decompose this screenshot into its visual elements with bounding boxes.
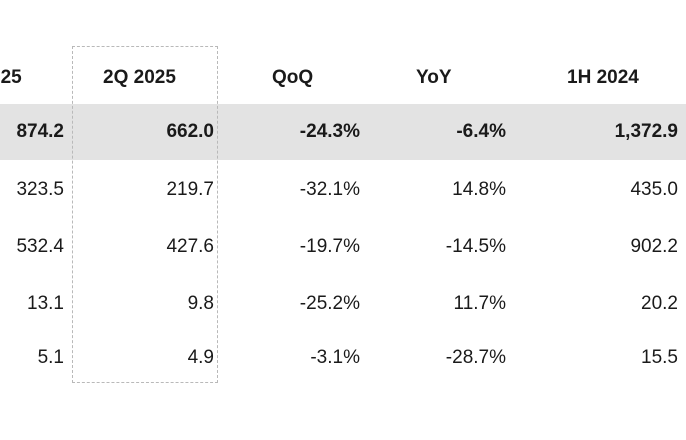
cell: 15.5 — [641, 347, 678, 368]
current-quarter-column-outline — [72, 46, 218, 383]
cell: -14.5% — [445, 236, 506, 257]
cell: 4.9 — [187, 347, 214, 368]
header-qoq: QoQ — [272, 67, 314, 88]
cell: -6.4% — [456, 121, 506, 142]
cell: -28.7% — [445, 347, 506, 368]
table-row-total: 874.2 662.0 -24.3% -6.4% 1,372.9 — [0, 112, 686, 152]
cell: 20.2 — [641, 293, 678, 314]
table-row: 13.1 9.8 -25.2% 11.7% 20.2 — [0, 284, 686, 324]
cell: 427.6 — [166, 236, 214, 257]
header-1h-2024: 1H 2024 — [567, 67, 639, 88]
table-row: 323.5 219.7 -32.1% 14.8% 435.0 — [0, 170, 686, 210]
total-row-highlight — [0, 104, 686, 160]
table-header-row: 025 2Q 2025 QoQ YoY 1H 2024 — [0, 58, 686, 98]
cell: 435.0 — [630, 179, 678, 200]
cell: 902.2 — [630, 236, 678, 257]
table-row: 5.1 4.9 -3.1% -28.7% 15.5 — [0, 338, 686, 378]
header-yoy: YoY — [416, 67, 452, 88]
cell: 874.2 — [16, 121, 64, 142]
cell: 323.5 — [16, 179, 64, 200]
cell: 662.0 — [166, 121, 214, 142]
header-prev-quarter: 025 — [0, 67, 22, 88]
header-2q-2025: 2Q 2025 — [103, 67, 176, 88]
cell: 13.1 — [27, 293, 64, 314]
cell: 5.1 — [37, 347, 64, 368]
cell: -32.1% — [299, 179, 360, 200]
cell: 9.8 — [187, 293, 214, 314]
cell: -25.2% — [299, 293, 360, 314]
cell: 532.4 — [16, 236, 64, 257]
table-row: 532.4 427.6 -19.7% -14.5% 902.2 — [0, 227, 686, 267]
cell: -24.3% — [299, 121, 360, 142]
cell: 14.8% — [452, 179, 506, 200]
cell: -3.1% — [310, 347, 360, 368]
cell: 1,372.9 — [614, 121, 678, 142]
cell: -19.7% — [299, 236, 360, 257]
cell: 219.7 — [166, 179, 214, 200]
cell: 11.7% — [453, 293, 506, 314]
